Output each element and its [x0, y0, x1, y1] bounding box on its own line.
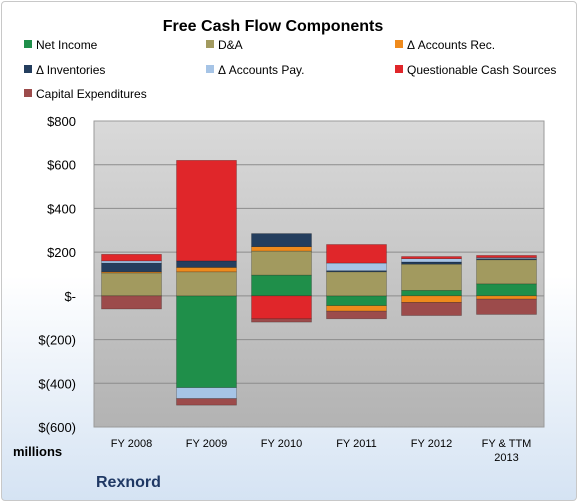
legend-questionable-cash-sources-label: Questionable Cash Sources	[407, 63, 556, 77]
bar-delta-accounts-rec-fy-2010	[251, 246, 312, 252]
bar-delta-accounts-pay-fy-2008	[101, 260, 162, 264]
bar-questionable-cash-sources-fy-2010	[251, 295, 312, 320]
bar-delta-accounts-pay-fy-2011	[326, 262, 387, 272]
bar-capital-expenditures-fy-2010	[251, 318, 312, 323]
bar-net-income-fy-2011	[326, 295, 387, 306]
x-tick-label: FY 2010	[261, 438, 302, 450]
legend-d-a-swatch	[206, 40, 214, 48]
x-tick-label: FY 2008	[111, 438, 152, 450]
legend-delta-inventories-swatch	[24, 65, 32, 73]
legend-delta-accounts-pay-label: Δ Accounts Pay.	[218, 63, 305, 77]
bar-delta-accounts-rec-fy-ttm-2013	[476, 295, 537, 300]
bar-delta-accounts-rec-fy-2011	[326, 305, 387, 312]
y-tick-label: $-	[64, 289, 76, 304]
bar-capital-expenditures-fy-ttm-2013	[476, 298, 537, 315]
legend-capital-expenditures-label: Capital Expenditures	[36, 87, 147, 101]
bar-net-income-fy-2010	[251, 274, 312, 297]
bar-d-a-fy-2008	[101, 272, 162, 297]
bar-delta-inventories-fy-2010	[251, 233, 312, 247]
y-tick-label: $(400)	[38, 376, 76, 391]
bar-net-income-fy-2009	[176, 295, 237, 388]
bar-questionable-cash-sources-fy-2008	[101, 254, 162, 262]
y-axis-label: millions	[13, 444, 62, 459]
y-axis: $(600) $(400) $(200) $- $200 $400 $600 $800	[38, 114, 76, 435]
legend-delta-accounts-rec-swatch	[395, 40, 403, 48]
plot-area	[93, 120, 545, 428]
y-tick-label: $600	[47, 158, 76, 173]
y-tick-label: $800	[47, 114, 76, 129]
chart-title: Free Cash Flow Components	[163, 18, 384, 35]
legend: Net Income D&A Δ Accounts Rec. Δ Inventorie…	[24, 38, 556, 101]
x-tick-label: FY 2012	[411, 438, 452, 450]
x-tick-label: FY 2009	[186, 438, 227, 450]
legend-questionable-cash-sources-swatch	[395, 65, 403, 73]
legend-net-income-label: Net Income	[36, 38, 98, 52]
legend-delta-accounts-pay-swatch	[206, 65, 214, 73]
legend-capital-expenditures-swatch	[24, 89, 32, 97]
bar-delta-accounts-pay-fy-2012	[401, 258, 462, 263]
company-name: Rexnord	[96, 474, 161, 491]
bar-net-income-fy-2012	[401, 290, 462, 297]
bar-delta-accounts-rec-fy-2012	[401, 295, 462, 303]
bar-delta-inventories-fy-2008	[101, 262, 162, 273]
gridlines	[94, 164, 544, 384]
bar-delta-accounts-rec-fy-2009	[176, 267, 237, 273]
bar-d-a-fy-2009	[176, 271, 237, 297]
bar-d-a-fy-2011	[326, 271, 387, 297]
bar-net-income-fy-ttm-2013	[476, 283, 537, 297]
x-tick-label: FY & TTM 2013	[482, 438, 532, 464]
bar-capital-expenditures-fy-2012	[401, 302, 462, 316]
bars	[101, 160, 537, 406]
legend-delta-inventories-label: Δ Inventories	[36, 63, 105, 77]
bar-capital-expenditures-fy-2009	[176, 398, 237, 406]
bar-questionable-cash-sources-fy-2012	[401, 256, 462, 259]
y-tick-label: $(200)	[38, 333, 76, 348]
legend-d-a-label: D&A	[218, 38, 243, 52]
bar-capital-expenditures-fy-2011	[326, 310, 387, 320]
bar-capital-expenditures-fy-2008	[101, 295, 162, 310]
bar-delta-inventories-fy-2009	[176, 260, 237, 268]
x-tick-label: FY 2011	[336, 438, 377, 450]
bar-d-a-fy-2012	[401, 263, 462, 291]
bar-d-a-fy-ttm-2013	[476, 259, 537, 285]
x-axis: FY 2008 FY 2009 FY 2010 FY 2011 FY 2012 FY & …	[111, 438, 532, 464]
bar-delta-accounts-pay-fy-2009	[176, 387, 237, 399]
y-tick-label: $(600)	[38, 420, 76, 435]
y-tick-label: $200	[47, 245, 76, 260]
legend-delta-accounts-rec-label: Δ Accounts Rec.	[407, 38, 495, 52]
bar-delta-inventories-fy-2012	[401, 261, 462, 265]
y-tick-label: $400	[47, 201, 76, 216]
legend-net-income-swatch	[24, 40, 32, 48]
bar-questionable-cash-sources-fy-2011	[326, 244, 387, 264]
bar-questionable-cash-sources-fy-2009	[176, 160, 237, 262]
bar-d-a-fy-2010	[251, 250, 312, 276]
bar-questionable-cash-sources-fy-ttm-2013	[476, 255, 537, 258]
